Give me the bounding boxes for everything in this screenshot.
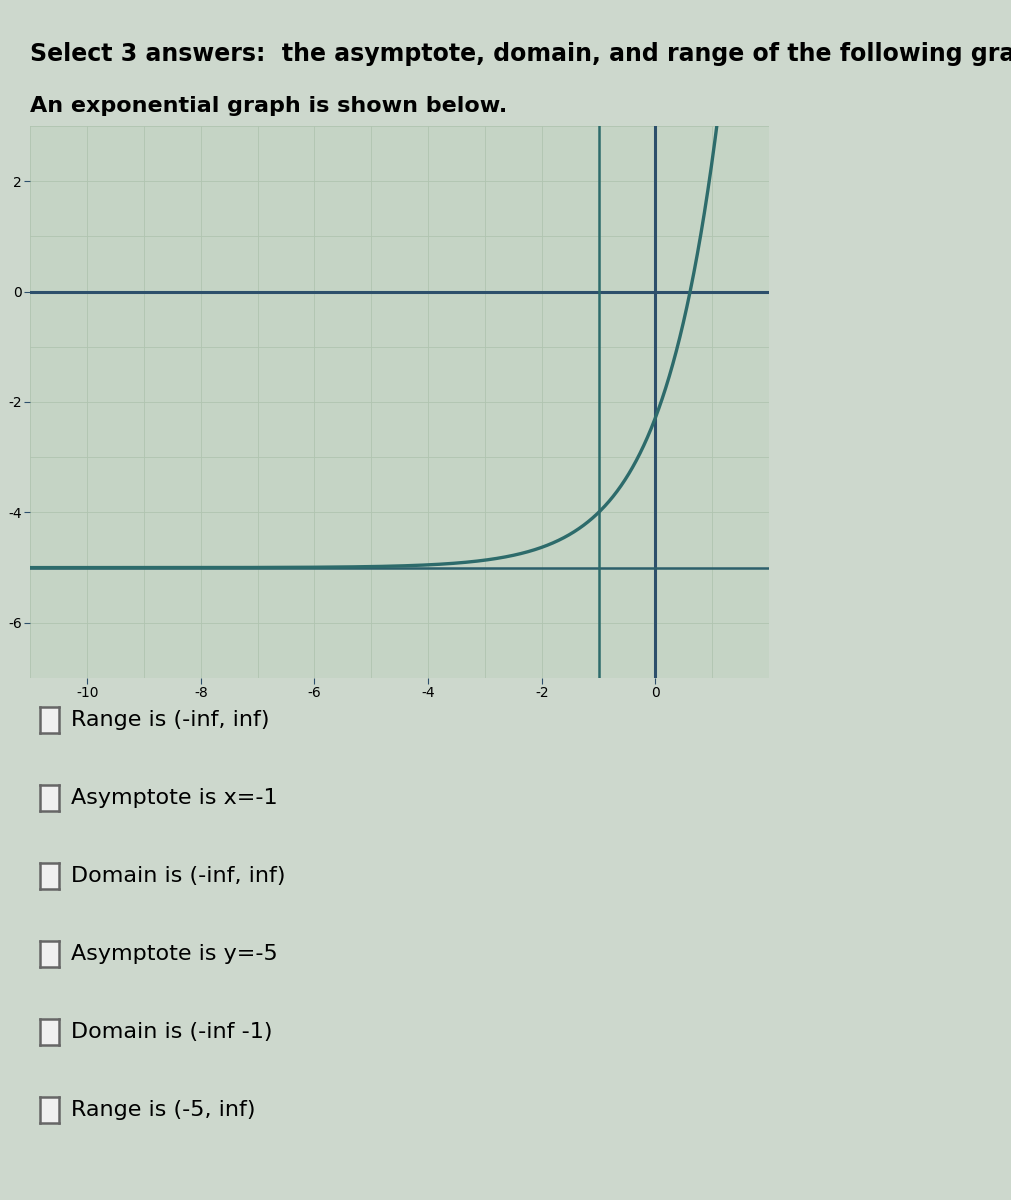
Text: Domain is (-inf -1): Domain is (-inf -1) [71,1022,272,1042]
Text: Range is (-5, inf): Range is (-5, inf) [71,1100,255,1120]
Text: Asymptote is y=-5: Asymptote is y=-5 [71,944,277,964]
Text: Range is (-inf, inf): Range is (-inf, inf) [71,710,269,730]
Text: An exponential graph is shown below.: An exponential graph is shown below. [30,96,508,116]
Text: Asymptote is x=-1: Asymptote is x=-1 [71,788,277,808]
Text: Domain is (-inf, inf): Domain is (-inf, inf) [71,866,285,886]
Text: Select 3 answers:  the asymptote, domain, and range of the following graph.: Select 3 answers: the asymptote, domain,… [30,42,1011,66]
